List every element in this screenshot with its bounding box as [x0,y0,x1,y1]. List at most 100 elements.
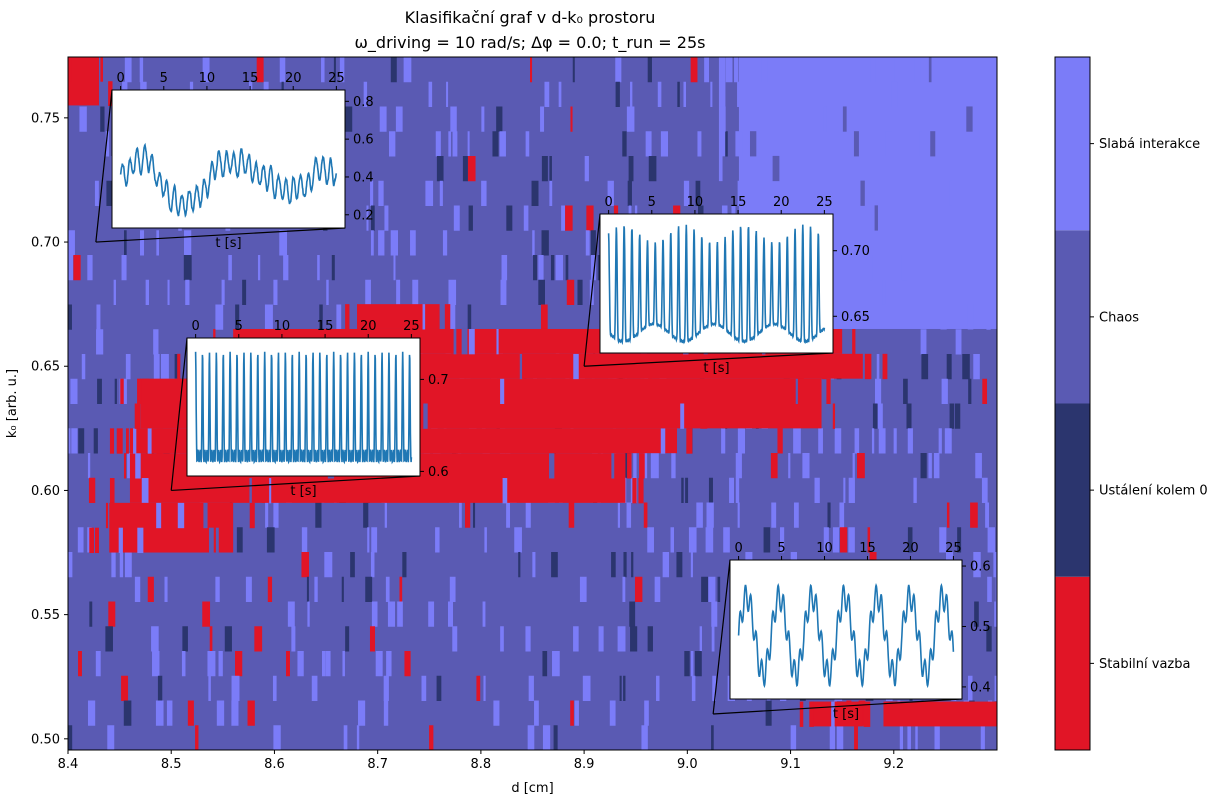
inset-y-tick-label: 0.6 [428,465,449,480]
heatmap-cell [920,329,927,355]
heatmap-cell [968,378,972,404]
heatmap-cell [1000,702,1006,727]
heatmap-cell [683,180,690,206]
colorbar-label: Stabilní vazba [1099,657,1190,672]
heatmap-cell [333,57,336,83]
heatmap-cell [100,57,104,82]
heatmap-cell [371,527,378,553]
heatmap-cell [187,700,194,726]
inset-x-tick-label: 20 [285,71,302,86]
heatmap-cell [93,428,98,454]
heatmap-cell [995,576,997,602]
heatmap-cell [684,651,690,677]
heatmap-cell [383,675,389,701]
y-tick-label: 0.60 [31,484,60,499]
heatmap-cell [906,403,912,429]
heatmap-cell [68,255,74,281]
heatmap-cell [256,57,264,83]
heatmap-cell [670,527,675,553]
heatmap-cell [468,328,475,355]
heatmap-cell [499,131,506,157]
heatmap-region [357,304,440,329]
heatmap-cell [429,725,434,750]
heatmap-cell [973,354,980,380]
heatmap-cell [483,675,486,701]
heatmap-cell [514,527,522,553]
heatmap-cell [273,279,278,305]
heatmap-cell [402,552,407,578]
heatmap-cell [540,106,545,132]
inset-x-tick-label: 0 [191,319,199,334]
heatmap-cell [311,675,318,701]
heatmap-cell [928,453,932,479]
heatmap-cell [235,304,240,330]
heatmap-cell [611,453,615,479]
heatmap-cell [367,527,370,553]
heatmap-cell [137,378,142,404]
heatmap-cell [249,502,255,529]
heatmap-cell [874,205,878,231]
heatmap-cell [843,477,846,503]
heatmap-cell [531,180,539,206]
heatmap-cell [685,477,689,503]
heatmap-cell [650,453,659,479]
heatmap-cell [215,576,220,602]
inset-x-tick-label: 15 [859,541,876,556]
chart-subtitle: ω_driving = 10 rad/s; Δφ = 0.0; t_run = … [354,33,706,52]
heatmap-cell [461,328,468,355]
y-tick-label: 0.50 [31,732,60,747]
heatmap-cell [435,527,440,553]
heatmap-cell [208,675,211,701]
heatmap-cell [356,725,360,750]
heatmap-cell [395,106,403,132]
heatmap-cell [645,131,652,157]
heatmap-cell [829,725,836,750]
inset-x-tick-label: 10 [816,541,833,556]
heatmap-cell [814,477,820,503]
heatmap-cell [735,453,742,479]
heatmap-cell [954,403,961,429]
heatmap-cell [940,304,947,330]
heatmap-cell [962,354,970,380]
heatmap-cell [297,651,304,677]
heatmap-cell [492,131,499,157]
heatmap-cell [167,279,170,305]
heatmap-cell [153,354,160,380]
heatmap-cell [704,57,710,83]
heatmap-cell [123,453,127,479]
heatmap-cell [638,478,644,504]
heatmap-cell [980,725,985,750]
heatmap-cell [919,131,923,157]
heatmap-cell [708,477,713,503]
heatmap-cell [780,527,785,553]
heatmap-cell [116,428,123,454]
heatmap-cell [331,255,335,281]
heatmap-cell [449,576,456,602]
heatmap-cell [79,106,87,132]
inset-x-tick-label: 0 [116,71,124,86]
heatmap-cell [928,57,932,83]
heatmap-cell [532,230,535,256]
inset-x-tick-label: 0 [604,195,612,210]
heatmap-cell [611,552,616,578]
heatmap-cell [436,675,442,701]
heatmap-cell [147,428,152,454]
heatmap-cell [518,552,521,578]
heatmap-cell [125,354,131,380]
heatmap-cell [156,230,160,256]
heatmap-cell [870,57,876,83]
heatmap-cell [561,205,566,231]
heatmap-cell [422,304,426,330]
y-tick-label: 0.70 [31,236,60,251]
heatmap-cell [502,478,508,504]
heatmap-cell [183,255,192,281]
heatmap-cell [482,601,486,627]
heatmap-cell [660,131,669,157]
heatmap-cell [939,527,947,553]
heatmap-cell [894,57,898,83]
heatmap-cell [542,651,548,677]
heatmap-cell [459,502,462,528]
heatmap-cell [88,477,96,503]
heatmap-cell [527,725,535,750]
heatmap-cell [676,552,683,578]
